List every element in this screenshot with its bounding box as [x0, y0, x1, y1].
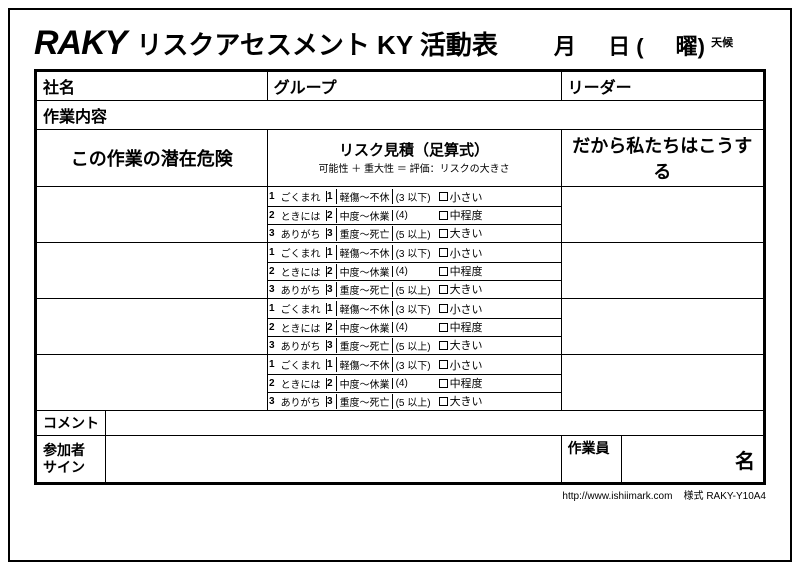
comment-label: コメント [36, 411, 106, 436]
hazard-cell[interactable] [36, 187, 268, 243]
brand-logo: RAKY [34, 24, 126, 63]
form-title: リスクアセスメント KY 活動表 [136, 25, 498, 62]
group-label: グループ [267, 71, 561, 101]
raky-form-table: 社名 グループ リーダー 作業内容 この作業の潜在危険 リスク見積（足算式） 可… [34, 69, 766, 485]
assessment-row: 1ごくまれ1軽傷～不休(3 以下)小さい2ときには2中度～休業(4)中程度3あり… [36, 187, 765, 243]
hazard-cell[interactable] [36, 355, 268, 411]
workers-count-cell[interactable]: 名 [621, 436, 764, 484]
assessment-row: 1ごくまれ1軽傷～不休(3 以下)小さい2ときには2中度～休業(4)中程度3あり… [36, 243, 765, 299]
action-cell[interactable] [561, 187, 764, 243]
hazard-cell[interactable] [36, 299, 268, 355]
risk-matrix-cell[interactable]: 1ごくまれ1軽傷～不休(3 以下)小さい2ときには2中度～休業(4)中程度3あり… [267, 187, 561, 243]
date-line: 月 日 ( 曜) 天候 [528, 29, 733, 61]
company-label: 社名 [36, 71, 268, 101]
footer-url: http://www.ishiimark.com [562, 491, 672, 502]
risk-matrix-cell[interactable]: 1ごくまれ1軽傷～不休(3 以下)小さい2ときには2中度～休業(4)中程度3あり… [267, 243, 561, 299]
footer-form-id: 様式 RAKY-Y10A4 [684, 491, 766, 502]
signatures-label: 参加者 サイン [36, 436, 106, 484]
action-cell[interactable] [561, 299, 764, 355]
signatures-field[interactable] [106, 436, 561, 484]
workers-label: 作業員 [561, 436, 621, 484]
col-action: だから私たちはこうする [561, 130, 764, 187]
action-cell[interactable] [561, 243, 764, 299]
action-cell[interactable] [561, 355, 764, 411]
risk-matrix-cell[interactable]: 1ごくまれ1軽傷～不休(3 以下)小さい2ときには2中度～休業(4)中程度3あり… [267, 299, 561, 355]
assessment-row: 1ごくまれ1軽傷～不休(3 以下)小さい2ときには2中度～休業(4)中程度3あり… [36, 299, 765, 355]
leader-label: リーダー [561, 71, 764, 101]
assessment-row: 1ごくまれ1軽傷～不休(3 以下)小さい2ときには2中度～休業(4)中程度3あり… [36, 355, 765, 411]
footer: http://www.ishiimark.com 様式 RAKY-Y10A4 [34, 487, 766, 502]
risk-matrix-cell[interactable]: 1ごくまれ1軽傷～不休(3 以下)小さい2ときには2中度～休業(4)中程度3あり… [267, 355, 561, 411]
col-hazard: この作業の潜在危険 [36, 130, 268, 187]
col-risk: リスク見積（足算式） 可能性 ＋ 重大性 ＝ 評価：リスクの大きさ [267, 130, 561, 187]
weather-label: 天候 [711, 38, 733, 49]
work-content-label: 作業内容 [36, 101, 765, 130]
hazard-cell[interactable] [36, 243, 268, 299]
comment-field[interactable] [106, 411, 765, 436]
